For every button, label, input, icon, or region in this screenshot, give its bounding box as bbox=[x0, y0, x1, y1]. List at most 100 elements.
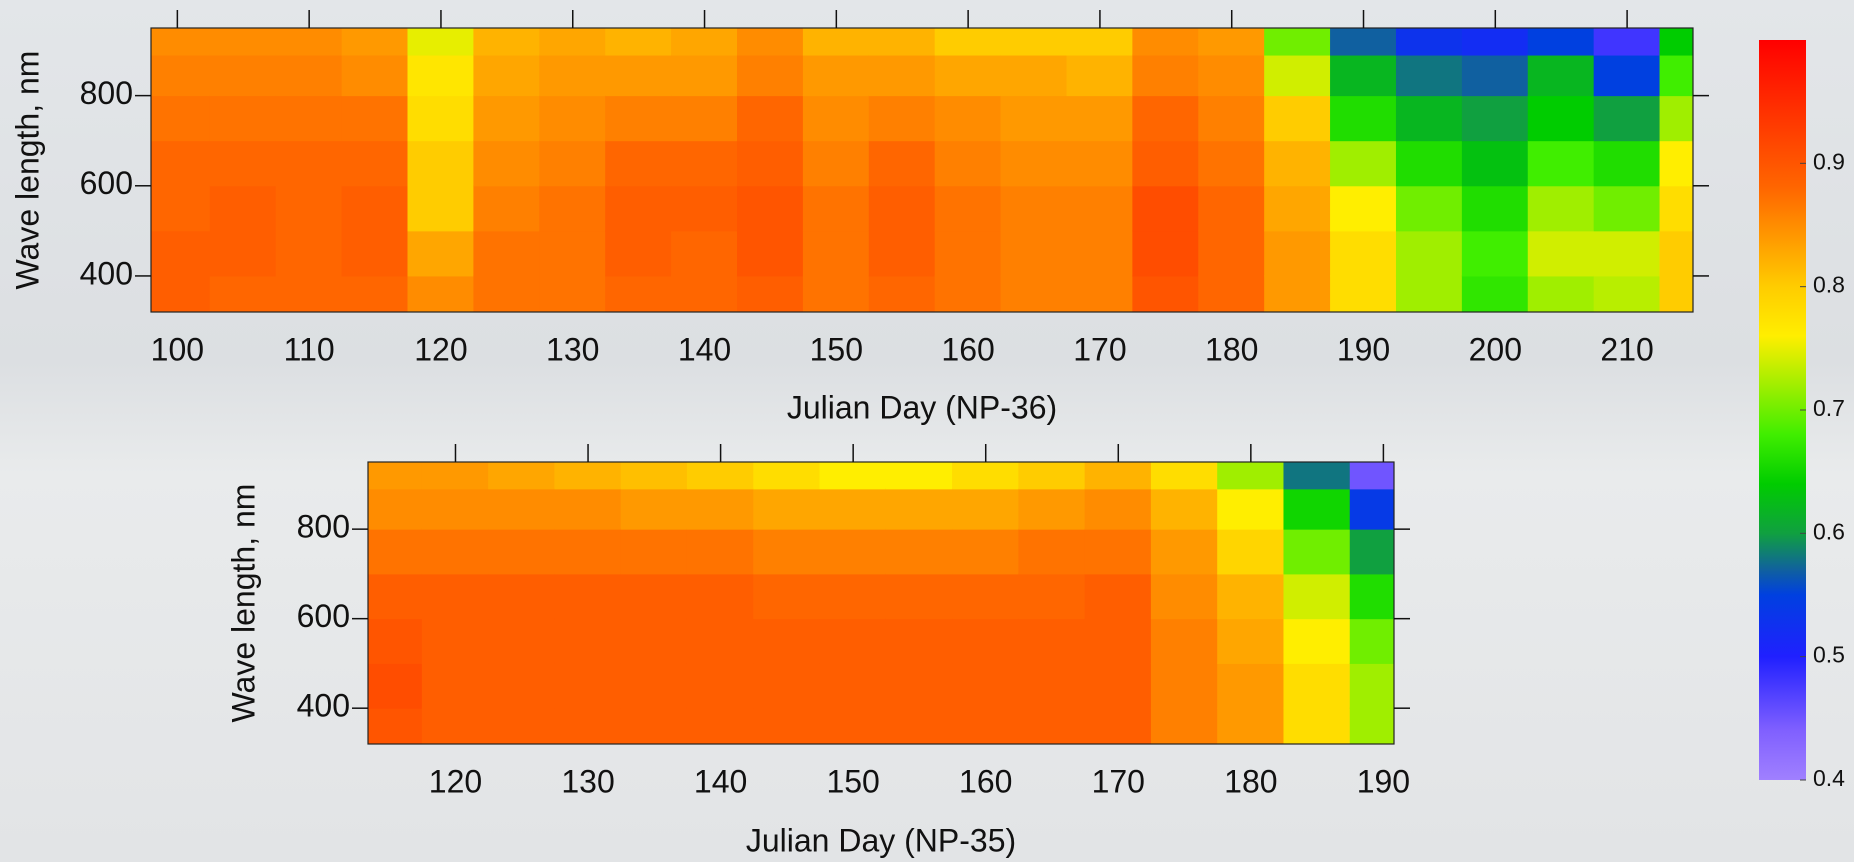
cell bbox=[1151, 462, 1218, 490]
cell bbox=[1528, 140, 1595, 186]
cell bbox=[935, 95, 1002, 141]
cell bbox=[276, 95, 343, 141]
cell bbox=[1151, 529, 1218, 575]
x-tick-label: 180 bbox=[1205, 331, 1258, 367]
cell bbox=[952, 618, 1019, 664]
x-tick-label: 150 bbox=[810, 331, 863, 367]
cell bbox=[488, 573, 555, 619]
cell bbox=[869, 185, 936, 231]
cell bbox=[1594, 55, 1661, 97]
cell bbox=[737, 28, 804, 56]
cell bbox=[687, 462, 754, 490]
cell bbox=[1283, 529, 1350, 575]
cell bbox=[671, 55, 738, 97]
x-tick-label: 200 bbox=[1469, 331, 1522, 367]
cell bbox=[554, 663, 621, 709]
x-axis-label: Julian Day (NP-36) bbox=[787, 389, 1057, 425]
cell bbox=[1217, 529, 1284, 575]
cell bbox=[820, 663, 887, 709]
cell bbox=[276, 275, 343, 312]
cell bbox=[671, 230, 738, 276]
cell bbox=[1283, 488, 1350, 529]
cell bbox=[1066, 275, 1133, 312]
cell bbox=[422, 618, 489, 664]
cell bbox=[210, 28, 277, 56]
cell bbox=[488, 708, 555, 745]
cell bbox=[687, 708, 754, 745]
cell bbox=[1594, 230, 1661, 276]
cell bbox=[935, 55, 1002, 97]
cell bbox=[820, 573, 887, 619]
cell bbox=[422, 529, 489, 575]
cell bbox=[1198, 140, 1265, 186]
x-tick-label: 160 bbox=[959, 763, 1012, 799]
cell bbox=[342, 275, 409, 312]
cell bbox=[605, 95, 672, 141]
cell bbox=[753, 462, 820, 490]
x-tick-label: 130 bbox=[546, 331, 599, 367]
cell bbox=[621, 663, 688, 709]
cell bbox=[687, 573, 754, 619]
cell bbox=[753, 573, 820, 619]
cell bbox=[1594, 28, 1661, 56]
cell bbox=[1151, 488, 1218, 529]
cell bbox=[1198, 55, 1265, 97]
cell bbox=[1396, 140, 1463, 186]
cell bbox=[1217, 618, 1284, 664]
x-tick-label: 180 bbox=[1224, 763, 1277, 799]
cell bbox=[687, 529, 754, 575]
cell bbox=[1462, 275, 1529, 312]
cell bbox=[753, 618, 820, 664]
cell bbox=[1066, 28, 1133, 56]
cell bbox=[1462, 230, 1529, 276]
cell bbox=[1594, 95, 1661, 141]
cell bbox=[1283, 618, 1350, 664]
x-tick-label: 190 bbox=[1337, 331, 1390, 367]
cell bbox=[1001, 28, 1068, 56]
cell bbox=[737, 185, 804, 231]
cell bbox=[671, 28, 738, 56]
cell bbox=[687, 663, 754, 709]
cell bbox=[952, 708, 1019, 745]
cell bbox=[1396, 55, 1463, 97]
cell bbox=[539, 55, 606, 97]
cell bbox=[1594, 185, 1661, 231]
cell bbox=[276, 140, 343, 186]
colorbar-tick-label: 0.7 bbox=[1813, 395, 1845, 421]
cell bbox=[1350, 708, 1395, 745]
cell bbox=[422, 708, 489, 745]
cell bbox=[368, 488, 423, 529]
cell bbox=[368, 462, 423, 490]
x-tick-label: 140 bbox=[678, 331, 731, 367]
cell bbox=[539, 95, 606, 141]
x-tick-label: 210 bbox=[1600, 331, 1653, 367]
cell bbox=[539, 185, 606, 231]
x-tick-label: 140 bbox=[694, 763, 747, 799]
colorbar-tick-label: 0.9 bbox=[1813, 148, 1845, 174]
cell bbox=[803, 95, 870, 141]
cell bbox=[753, 488, 820, 529]
cell bbox=[276, 185, 343, 231]
cell bbox=[368, 663, 423, 709]
y-axis-label: Wave length, nm bbox=[9, 51, 45, 290]
cell bbox=[605, 275, 672, 312]
cell bbox=[1264, 185, 1331, 231]
cell bbox=[1462, 140, 1529, 186]
cell bbox=[803, 185, 870, 231]
cell bbox=[1018, 573, 1085, 619]
cell bbox=[1264, 28, 1331, 56]
cell bbox=[488, 663, 555, 709]
cell bbox=[886, 529, 953, 575]
colorbar-tick-label: 0.4 bbox=[1813, 765, 1845, 791]
cell bbox=[803, 230, 870, 276]
cell bbox=[473, 55, 540, 97]
cell bbox=[368, 708, 423, 745]
colorbar bbox=[1759, 40, 1806, 780]
cell bbox=[886, 573, 953, 619]
cell bbox=[886, 462, 953, 490]
cell bbox=[1198, 185, 1265, 231]
cell bbox=[952, 573, 1019, 619]
cell bbox=[276, 28, 343, 56]
cell bbox=[1660, 95, 1694, 141]
cell bbox=[554, 708, 621, 745]
